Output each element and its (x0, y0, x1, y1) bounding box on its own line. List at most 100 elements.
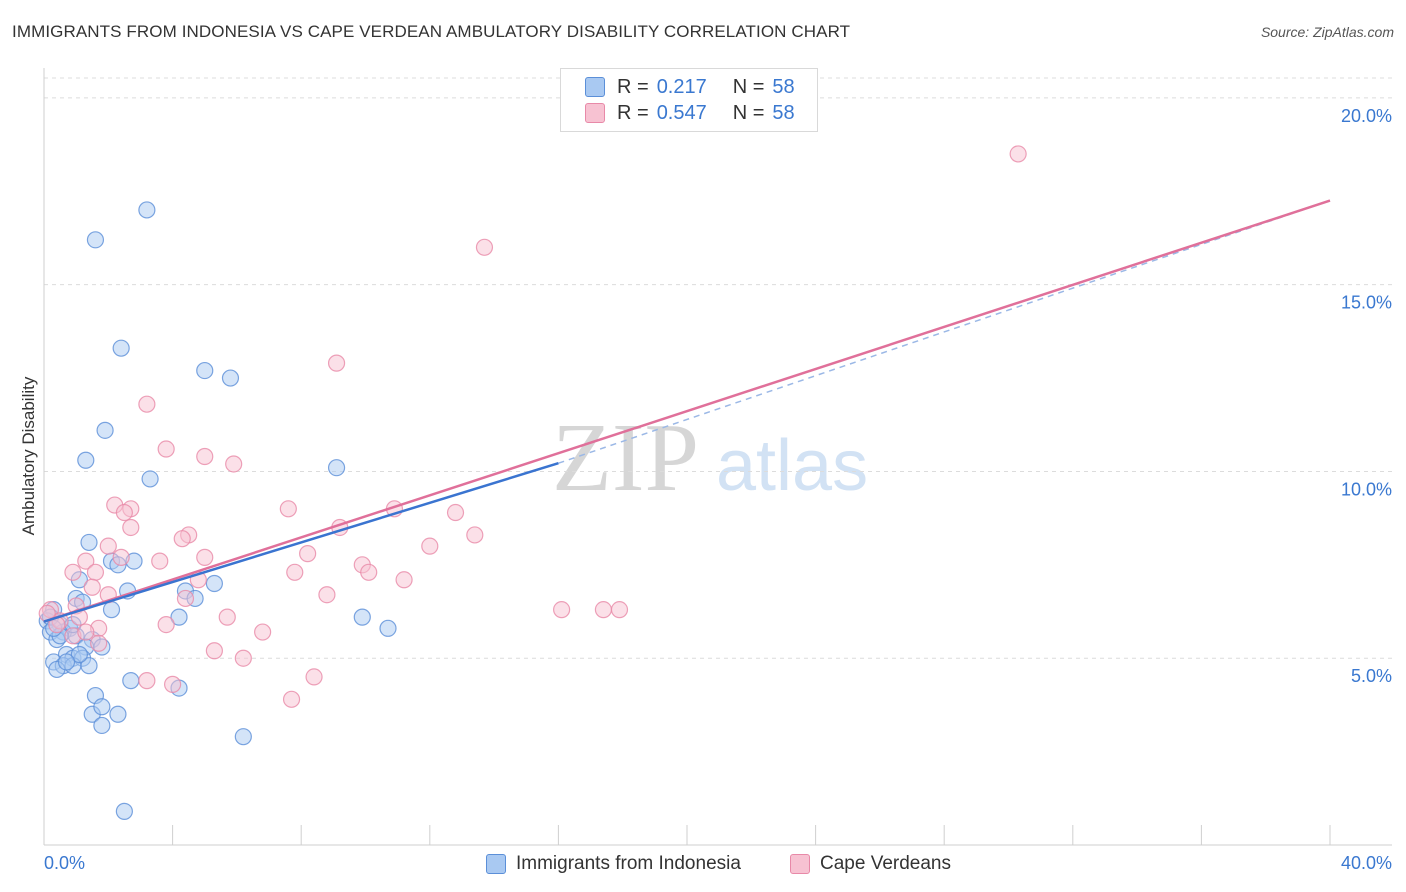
y-tick-label: 10.0% (1341, 479, 1392, 499)
correlation-legend: R = 0.217 N = 58 R = 0.547 N = 58 (560, 68, 818, 132)
bottom-legend-cape-verdeans: Cape Verdeans (790, 852, 951, 876)
cape-verdean-point (112, 548, 130, 566)
cape-verdean-point (86, 563, 105, 581)
cape-verdean-point (299, 545, 317, 563)
cape-verdean-point (77, 552, 95, 570)
bottom-legend-indonesia: Immigrants from Indonesia (486, 852, 741, 876)
indonesia-point (122, 672, 140, 690)
indonesia-point (205, 574, 223, 593)
indonesia-point (93, 716, 111, 735)
indonesia-point (221, 369, 240, 387)
legend-n-label: N = (732, 101, 765, 124)
cape-verdean-point (99, 537, 117, 555)
y-tick-label: 5.0% (1351, 666, 1392, 686)
cape-verdean-point (610, 601, 629, 619)
indonesia-point (138, 201, 156, 219)
x-tick-label: 40.0% (1341, 853, 1392, 873)
indonesia-point (96, 421, 114, 439)
chart-title: IMMIGRANTS FROM INDONESIA VS CAPE VERDEA… (12, 22, 851, 41)
cape-verdean-point (138, 395, 156, 413)
indonesia-point (115, 802, 133, 820)
cape-verdean-point (421, 537, 439, 555)
y-tick-label: 20.0% (1341, 106, 1392, 126)
bottom-legend-swatch-blue (486, 854, 506, 874)
cape-verdean-point (115, 503, 133, 522)
cape-verdean-point (360, 563, 378, 581)
legend-row-cape-verdeans: R = 0.547 N = 58 (585, 100, 795, 126)
axis-labels: 5.0% 10.0% 15.0% 20.0% 0.0% 40.0% (44, 106, 1392, 873)
trend-lines (43, 199, 1331, 623)
indonesia-point (109, 705, 127, 723)
x-tick-label: 0.0% (44, 853, 85, 873)
indonesia-point (170, 608, 188, 626)
cape-verdean-point (196, 548, 214, 566)
watermark-zip: ZIP (552, 404, 699, 512)
indonesia-point (353, 608, 371, 626)
axes (43, 68, 1392, 846)
indonesia-point (379, 619, 397, 637)
cape-verdean-point (164, 675, 182, 693)
source-label: Source: ZipAtlas.com (1260, 24, 1394, 40)
cape-verdean-point (553, 601, 571, 619)
legend-n-value: 58 (772, 101, 795, 124)
cape-verdean-point (286, 563, 304, 581)
cape-verdean-point (234, 649, 252, 667)
legend-swatch-pink (585, 103, 605, 123)
legend-r-label: R = (617, 101, 649, 124)
y-tick-label: 15.0% (1341, 293, 1392, 313)
legend-row-indonesia: R = 0.217 N = 58 (585, 74, 795, 100)
cape-verdean-point (157, 440, 175, 458)
cape-verdean-point (475, 238, 494, 256)
cape-verdean-point (282, 690, 301, 708)
cape-verdean-point (64, 563, 82, 581)
cape-verdean-point (173, 530, 191, 548)
indonesia-point (93, 698, 111, 716)
indonesia-point (234, 728, 252, 746)
cape-verdean-point (446, 503, 465, 522)
cape-verdean-point (1009, 145, 1027, 163)
indonesia-point (102, 601, 121, 619)
cape-verdean-point (205, 642, 223, 660)
cape-verdean-point (466, 526, 484, 544)
cape-verdean-point (218, 608, 236, 626)
indonesia-point (86, 231, 105, 249)
cape-verdean-point (157, 616, 175, 634)
legend-r-value: 0.547 (656, 101, 707, 124)
cape-verdean-point (254, 623, 272, 641)
indonesia-trend-extension (558, 199, 1331, 464)
cape-verdean-point (122, 518, 140, 537)
cape-verdean-point (225, 455, 243, 473)
legend-r-label: R = (617, 75, 649, 98)
cape-verdean-point (176, 589, 195, 608)
cape-verdean-trend-line (43, 199, 1331, 623)
watermark-atlas: atlas (716, 426, 868, 506)
cape-verdean-point (196, 447, 214, 466)
cape-verdean-point (77, 623, 95, 641)
legend-swatch-blue (585, 77, 605, 97)
cape-verdean-point (318, 586, 336, 604)
legend-r-value: 0.217 (656, 75, 707, 98)
cape-verdean-point (151, 552, 169, 570)
indonesia-point (80, 657, 98, 675)
indonesia-point (57, 653, 76, 671)
legend-n-label: N = (732, 75, 765, 98)
indonesia-trend-line (43, 462, 559, 623)
cape-verdean-point (327, 354, 346, 372)
indonesia-point (112, 339, 130, 357)
y-axis-title: Ambulatory Disability (19, 376, 38, 535)
bottom-legend-label-indonesia: Immigrants from Indonesia (516, 853, 741, 874)
indonesia-point (70, 645, 88, 664)
indonesia-point (80, 533, 98, 552)
cape-verdean-point (305, 668, 323, 686)
cape-verdean-point (83, 578, 101, 596)
indonesia-point (196, 361, 214, 380)
cape-verdean-point (90, 634, 108, 652)
cape-verdean-point (279, 500, 297, 518)
cape-verdean-point (138, 672, 156, 690)
bottom-legend-swatch-pink (790, 854, 810, 874)
cape-verdean-point (395, 571, 413, 589)
indonesia-point (77, 451, 95, 469)
bottom-legend-label-cape-verdeans: Cape Verdeans (820, 853, 951, 874)
grid-lines (44, 77, 1392, 659)
